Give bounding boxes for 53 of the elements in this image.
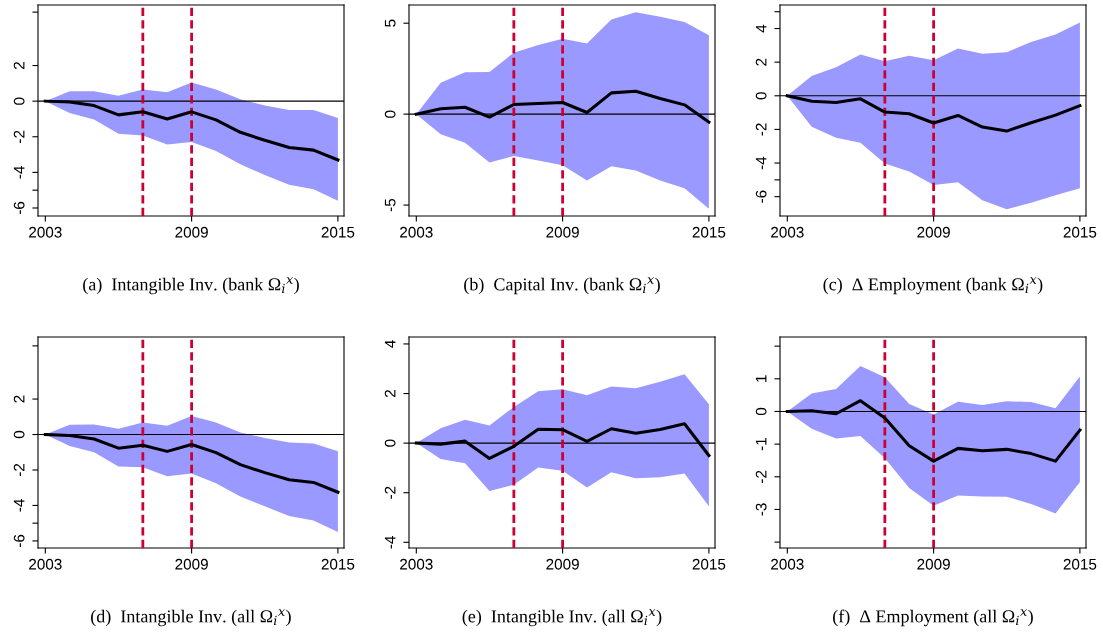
y-tick-label: 4 [384,340,396,348]
text: (c) Δ Employment (bank Ω$_{i}$$^{x}$) [823,277,1043,295]
x-tick-label: 2009 [546,226,579,238]
y-tick-label: -1 [755,438,767,451]
y-tick-label: 0 [384,110,396,118]
x-tick-label: 2015 [321,558,355,570]
y-tick-label: -6 [13,201,25,215]
y-tick-label: -2 [384,486,396,499]
x-tick-label: 2015 [1063,558,1097,570]
text: (e) Intangible Inv. (all Ω$_{i}$$^{x}$) [462,609,662,627]
y-tick-label: 4 [755,24,767,33]
x-tick-label: 2003 [771,558,804,570]
y-tick-label: -2 [13,130,25,143]
y-tick-label: 2 [755,58,767,66]
x-tick-label: 2009 [917,558,950,570]
y-tick-label: 2 [384,390,396,398]
y-tick-label: -2 [755,123,767,136]
text: (d) Intangible Inv. (all Ω$_{i}$$^{x}$) [91,609,291,627]
x-tick-label: 2015 [692,558,726,570]
y-tick-label: 0 [13,97,25,105]
y-tick-label: -5 [384,198,396,212]
y-tick-label: 0 [13,430,25,439]
y-tick-label: -4 [755,156,767,170]
y-tick-label: 0 [755,92,767,100]
x-tick-label: 2015 [1063,226,1097,238]
y-tick-label: 0 [755,407,767,416]
x-tick-label: 2003 [400,558,433,570]
x-tick-label: 2003 [29,226,62,238]
text: (f) Δ Employment (all Ω$_{i}$$^{x}$) [833,609,1033,627]
y-tick-label: -4 [384,535,396,549]
text: (b) Capital Inv. (bank Ω$_{i}$$^{x}$) [464,277,660,295]
y-tick-label: 2 [13,62,25,70]
text: (a) Intangible Inv. (bank Ω$_{i}$$^{x}$) [83,277,299,295]
y-tick-label: -6 [755,190,767,203]
y-tick-label: -2 [755,470,767,483]
x-tick-label: 2009 [917,226,950,238]
y-tick-label: -4 [13,499,25,512]
y-tick-label: -3 [755,503,767,516]
y-tick-label: 2 [13,395,25,403]
y-tick-label: 1 [755,375,767,382]
x-tick-label: 2003 [400,226,433,238]
x-tick-label: 2009 [546,558,579,570]
x-tick-label: 2015 [321,226,355,238]
y-tick-label: -2 [13,463,25,477]
y-tick-label: -4 [13,166,25,179]
x-tick-label: 2009 [175,226,208,238]
x-tick-label: 2003 [771,226,804,238]
x-tick-label: 2003 [29,558,62,570]
x-tick-label: 2009 [175,558,208,570]
x-tick-label: 2015 [692,226,726,238]
y-tick-label: -6 [13,534,25,548]
y-tick-label: 5 [384,19,396,27]
y-tick-label: 0 [384,439,396,447]
